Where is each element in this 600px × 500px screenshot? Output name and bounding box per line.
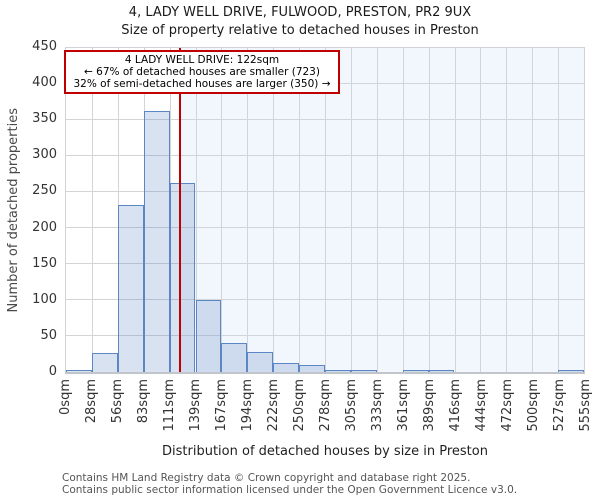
x-tick-label: 194sqm — [239, 379, 255, 432]
x-tick-label: 305sqm — [343, 379, 359, 432]
vertical-gridline — [480, 48, 482, 372]
y-axis-label: Number of detached properties — [5, 108, 21, 313]
vertical-gridline — [532, 48, 534, 372]
y-tick-label: 150 — [32, 255, 57, 271]
footer-attribution-line-2: Contains public sector information licen… — [62, 484, 518, 496]
x-tick-label: 167sqm — [213, 379, 229, 432]
histogram-bar — [117, 204, 144, 372]
y-tick-label: 100 — [32, 291, 57, 307]
vertical-gridline — [454, 48, 456, 372]
shaded-region-larger — [179, 48, 584, 372]
histogram-bar — [325, 370, 351, 372]
y-tick-label: 0 — [48, 364, 57, 379]
histogram-bar — [91, 353, 118, 372]
x-tick-label: 139sqm — [187, 379, 203, 432]
x-tick-label: 278sqm — [317, 379, 333, 432]
horizontal-gridline — [66, 191, 584, 192]
x-axis-label: Distribution of detached houses by size … — [162, 444, 488, 459]
annotation-box: 4 LADY WELL DRIVE: 122sqm ← 67% of detac… — [64, 50, 340, 94]
histogram-bar — [169, 183, 196, 372]
plot-area: 4 LADY WELL DRIVE: 122sqm ← 67% of detac… — [64, 47, 585, 374]
histogram-bar — [221, 343, 248, 372]
chart-title: 4, LADY WELL DRIVE, FULWOOD, PRESTON, PR… — [128, 5, 472, 20]
x-tick-label: 500sqm — [525, 379, 541, 432]
x-tick-label: 555sqm — [577, 379, 593, 432]
y-tick-label: 300 — [32, 147, 57, 163]
y-tick-label: 450 — [32, 39, 57, 54]
horizontal-gridline — [66, 155, 584, 156]
horizontal-gridline — [66, 227, 584, 229]
x-tick-label: 56sqm — [109, 379, 125, 424]
vertical-gridline — [299, 48, 301, 372]
x-tick-label: 527sqm — [551, 379, 567, 432]
vertical-gridline — [558, 48, 560, 372]
vertical-gridline — [402, 48, 404, 372]
x-tick-label: 389sqm — [421, 379, 437, 432]
histogram-bar — [247, 351, 274, 372]
histogram-bar — [143, 111, 170, 372]
x-tick-label: 111sqm — [161, 379, 177, 432]
y-tick-label: 400 — [32, 75, 57, 91]
horizontal-gridline — [66, 263, 584, 264]
x-tick-label: 83sqm — [135, 379, 151, 424]
x-tick-label: 222sqm — [265, 379, 281, 432]
vertical-gridline — [428, 48, 430, 372]
horizontal-gridline — [66, 335, 584, 337]
x-tick-label: 28sqm — [83, 379, 99, 424]
x-tick-label: 361sqm — [395, 379, 411, 432]
marker-line — [178, 48, 181, 372]
y-tick-label: 250 — [32, 183, 57, 199]
x-tick-label: 472sqm — [499, 379, 515, 432]
x-tick-label: 333sqm — [369, 379, 385, 432]
vertical-gridline — [195, 48, 197, 372]
vertical-gridline — [273, 48, 275, 372]
x-tick-label: 416sqm — [447, 379, 463, 432]
histogram-bar — [558, 370, 584, 372]
vertical-gridline — [247, 48, 249, 372]
histogram-bar — [273, 362, 300, 372]
histogram-bar — [299, 364, 325, 372]
x-tick-label: 0sqm — [57, 379, 73, 415]
vertical-gridline — [506, 48, 508, 372]
y-tick-label: 50 — [40, 327, 57, 343]
horizontal-gridline — [66, 119, 584, 120]
chart-subtitle: Size of property relative to detached ho… — [121, 23, 479, 38]
histogram-bar — [350, 369, 377, 372]
vertical-gridline — [350, 48, 352, 372]
y-tick-label: 200 — [32, 219, 57, 235]
vertical-gridline — [376, 48, 378, 372]
x-tick-label: 444sqm — [473, 379, 489, 432]
histogram-bar — [428, 370, 455, 372]
annotation-line-2: ← 67% of detached houses are smaller (72… — [84, 66, 320, 78]
horizontal-gridline — [66, 299, 584, 301]
x-tick-label: 250sqm — [291, 379, 307, 432]
vertical-gridline — [91, 48, 93, 372]
histogram-bar — [402, 370, 429, 372]
vertical-gridline — [221, 48, 223, 372]
annotation-line-3: 32% of semi-detached houses are larger (… — [73, 78, 331, 90]
footer-attribution-line-1: Contains HM Land Registry data © Crown c… — [62, 472, 471, 484]
histogram-bar — [66, 370, 92, 372]
annotation-line-1: 4 LADY WELL DRIVE: 122sqm — [124, 54, 280, 66]
vertical-gridline — [325, 48, 326, 372]
y-tick-label: 350 — [32, 111, 57, 127]
histogram-bar — [195, 300, 222, 372]
